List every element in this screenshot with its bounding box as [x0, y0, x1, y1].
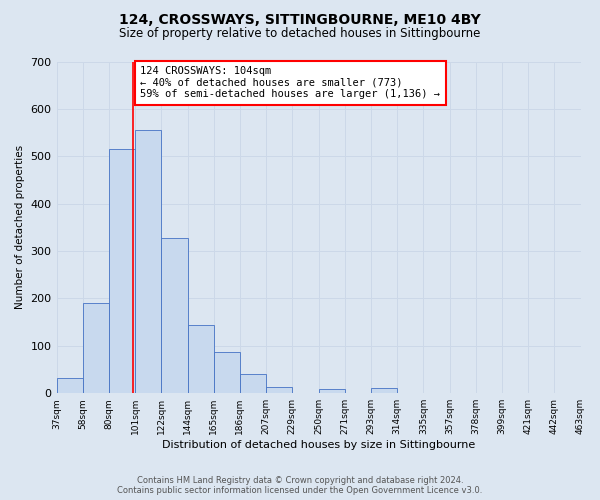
X-axis label: Distribution of detached houses by size in Sittingbourne: Distribution of detached houses by size …	[162, 440, 475, 450]
Bar	[188, 326, 214, 393]
Bar	[371, 388, 397, 393]
Bar	[109, 149, 135, 393]
Y-axis label: Number of detached properties: Number of detached properties	[15, 146, 25, 310]
Bar	[56, 378, 83, 393]
Bar	[240, 374, 266, 393]
Bar	[319, 390, 345, 393]
Bar	[266, 386, 292, 393]
Text: Size of property relative to detached houses in Sittingbourne: Size of property relative to detached ho…	[119, 28, 481, 40]
Text: 124 CROSSWAYS: 104sqm
← 40% of detached houses are smaller (773)
59% of semi-det: 124 CROSSWAYS: 104sqm ← 40% of detached …	[140, 66, 440, 100]
Bar	[135, 130, 161, 393]
Text: Contains HM Land Registry data © Crown copyright and database right 2024.
Contai: Contains HM Land Registry data © Crown c…	[118, 476, 482, 495]
Text: 124, CROSSWAYS, SITTINGBOURNE, ME10 4BY: 124, CROSSWAYS, SITTINGBOURNE, ME10 4BY	[119, 12, 481, 26]
Bar	[161, 238, 188, 393]
Bar	[214, 352, 240, 393]
Bar	[83, 303, 109, 393]
